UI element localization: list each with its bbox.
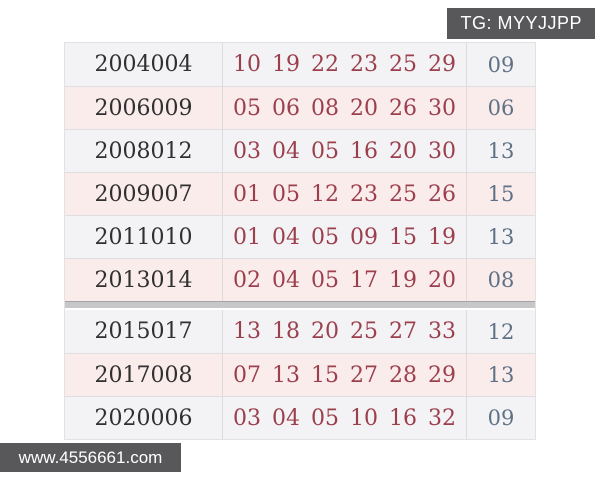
- red-ball-number: 30: [428, 138, 456, 164]
- red-numbers-cell: 13 18 20 25 27 33: [222, 310, 467, 353]
- red-numbers-cell: 07 13 15 27 28 29: [222, 354, 467, 396]
- red-ball-number: 07: [233, 362, 261, 388]
- blue-ball-number: 13: [487, 225, 515, 249]
- blue-ball-number: 13: [487, 363, 515, 387]
- red-ball-number: 20: [350, 95, 378, 121]
- red-ball-number: 05: [233, 95, 261, 121]
- red-numbers-cell: 05 06 08 20 26 30: [222, 87, 467, 129]
- red-ball-number: 27: [389, 319, 417, 344]
- period-cell: 2008012: [94, 138, 193, 164]
- red-ball-number: 04: [272, 267, 300, 293]
- blue-ball-number: 09: [487, 52, 515, 77]
- red-ball-number: 19: [428, 224, 456, 250]
- blue-ball-number: 09: [487, 406, 515, 430]
- red-ball-number: 04: [272, 138, 300, 164]
- tg-badge: TG: MYYJJPP: [447, 8, 595, 39]
- red-ball-number: 19: [272, 52, 300, 77]
- red-ball-number: 16: [389, 405, 417, 431]
- red-ball-number: 23: [350, 52, 378, 77]
- red-ball-number: 28: [389, 362, 417, 388]
- red-ball-number: 04: [272, 224, 300, 250]
- red-ball-number: 05: [311, 224, 339, 250]
- red-ball-number: 15: [311, 362, 339, 388]
- red-ball-number: 20: [389, 138, 417, 164]
- red-ball-number: 05: [272, 181, 300, 207]
- red-ball-number: 13: [272, 362, 300, 388]
- red-ball-number: 18: [272, 319, 300, 344]
- blue-ball-number: 06: [487, 96, 515, 120]
- red-numbers-cell: 01 04 05 09 15 19: [222, 216, 467, 258]
- red-ball-number: 16: [350, 138, 378, 164]
- period-cell: 2020006: [94, 405, 193, 431]
- period-cell: 2011010: [94, 224, 193, 250]
- red-ball-number: 05: [311, 138, 339, 164]
- red-ball-number: 25: [389, 52, 417, 77]
- table-row: 2013014 02 04 05 17 19 20 08: [65, 258, 535, 301]
- blue-ball-number: 12: [487, 319, 515, 344]
- period-cell: 2006009: [94, 95, 193, 121]
- red-ball-number: 19: [389, 267, 417, 293]
- red-ball-number: 03: [233, 138, 261, 164]
- red-ball-number: 12: [311, 181, 339, 207]
- table-row: 2011010 01 04 05 09 15 19 13: [65, 215, 535, 258]
- red-ball-number: 32: [428, 405, 456, 431]
- red-ball-number: 17: [350, 267, 378, 293]
- red-ball-number: 13: [233, 319, 261, 344]
- red-ball-number: 09: [350, 224, 378, 250]
- red-ball-number: 04: [272, 405, 300, 431]
- section-divider: [65, 301, 535, 310]
- table-row: 2009007 01 05 12 23 25 26 15: [65, 172, 535, 215]
- red-ball-number: 02: [233, 267, 261, 293]
- table-row: 2015017 13 18 20 25 27 33 12: [65, 310, 535, 353]
- blue-ball-number: 15: [487, 182, 515, 206]
- red-ball-number: 25: [389, 181, 417, 207]
- table-row: 2006009 05 06 08 20 26 30 06: [65, 86, 535, 129]
- red-ball-number: 03: [233, 405, 261, 431]
- period-cell: 2013014: [94, 267, 193, 293]
- blue-ball-number: 13: [487, 139, 515, 163]
- red-numbers-cell: 01 05 12 23 25 26: [222, 173, 467, 215]
- period-cell: 2015017: [94, 319, 193, 344]
- red-ball-number: 01: [233, 181, 261, 207]
- red-ball-number: 05: [311, 405, 339, 431]
- red-numbers-cell: 03 04 05 10 16 32: [222, 397, 467, 439]
- red-ball-number: 30: [428, 95, 456, 121]
- period-cell: 2004004: [94, 52, 193, 77]
- period-cell: 2017008: [94, 362, 193, 388]
- red-ball-number: 20: [311, 319, 339, 344]
- red-ball-number: 29: [428, 362, 456, 388]
- red-ball-number: 33: [428, 319, 456, 344]
- watermark: www.4556661.com: [0, 443, 181, 472]
- red-numbers-cell: 03 04 05 16 20 30: [222, 130, 467, 172]
- red-numbers-cell: 02 04 05 17 19 20: [222, 259, 467, 301]
- red-numbers-cell: 10 19 22 23 25 29: [222, 43, 467, 86]
- period-cell: 2009007: [94, 181, 193, 207]
- red-ball-number: 27: [350, 362, 378, 388]
- red-ball-number: 06: [272, 95, 300, 121]
- table-row: 2008012 03 04 05 16 20 30 13: [65, 129, 535, 172]
- red-ball-number: 15: [389, 224, 417, 250]
- blue-ball-number: 08: [487, 268, 515, 292]
- table-row: 2020006 03 04 05 10 16 32 09: [65, 396, 535, 439]
- red-ball-number: 01: [233, 224, 261, 250]
- red-ball-number: 29: [428, 52, 456, 77]
- red-ball-number: 20: [428, 267, 456, 293]
- red-ball-number: 23: [350, 181, 378, 207]
- red-ball-number: 22: [311, 52, 339, 77]
- table-row: 2004004 10 19 22 23 25 29 09: [65, 43, 535, 86]
- red-ball-number: 08: [311, 95, 339, 121]
- red-ball-number: 05: [311, 267, 339, 293]
- red-ball-number: 10: [233, 52, 261, 77]
- table-row: 2017008 07 13 15 27 28 29 13: [65, 353, 535, 396]
- red-ball-number: 26: [428, 181, 456, 207]
- red-ball-number: 25: [350, 319, 378, 344]
- lottery-table: 2004004 10 19 22 23 25 29 09 2006009 05 06 08 20 26 30…: [64, 42, 536, 440]
- red-ball-number: 10: [350, 405, 378, 431]
- red-ball-number: 26: [389, 95, 417, 121]
